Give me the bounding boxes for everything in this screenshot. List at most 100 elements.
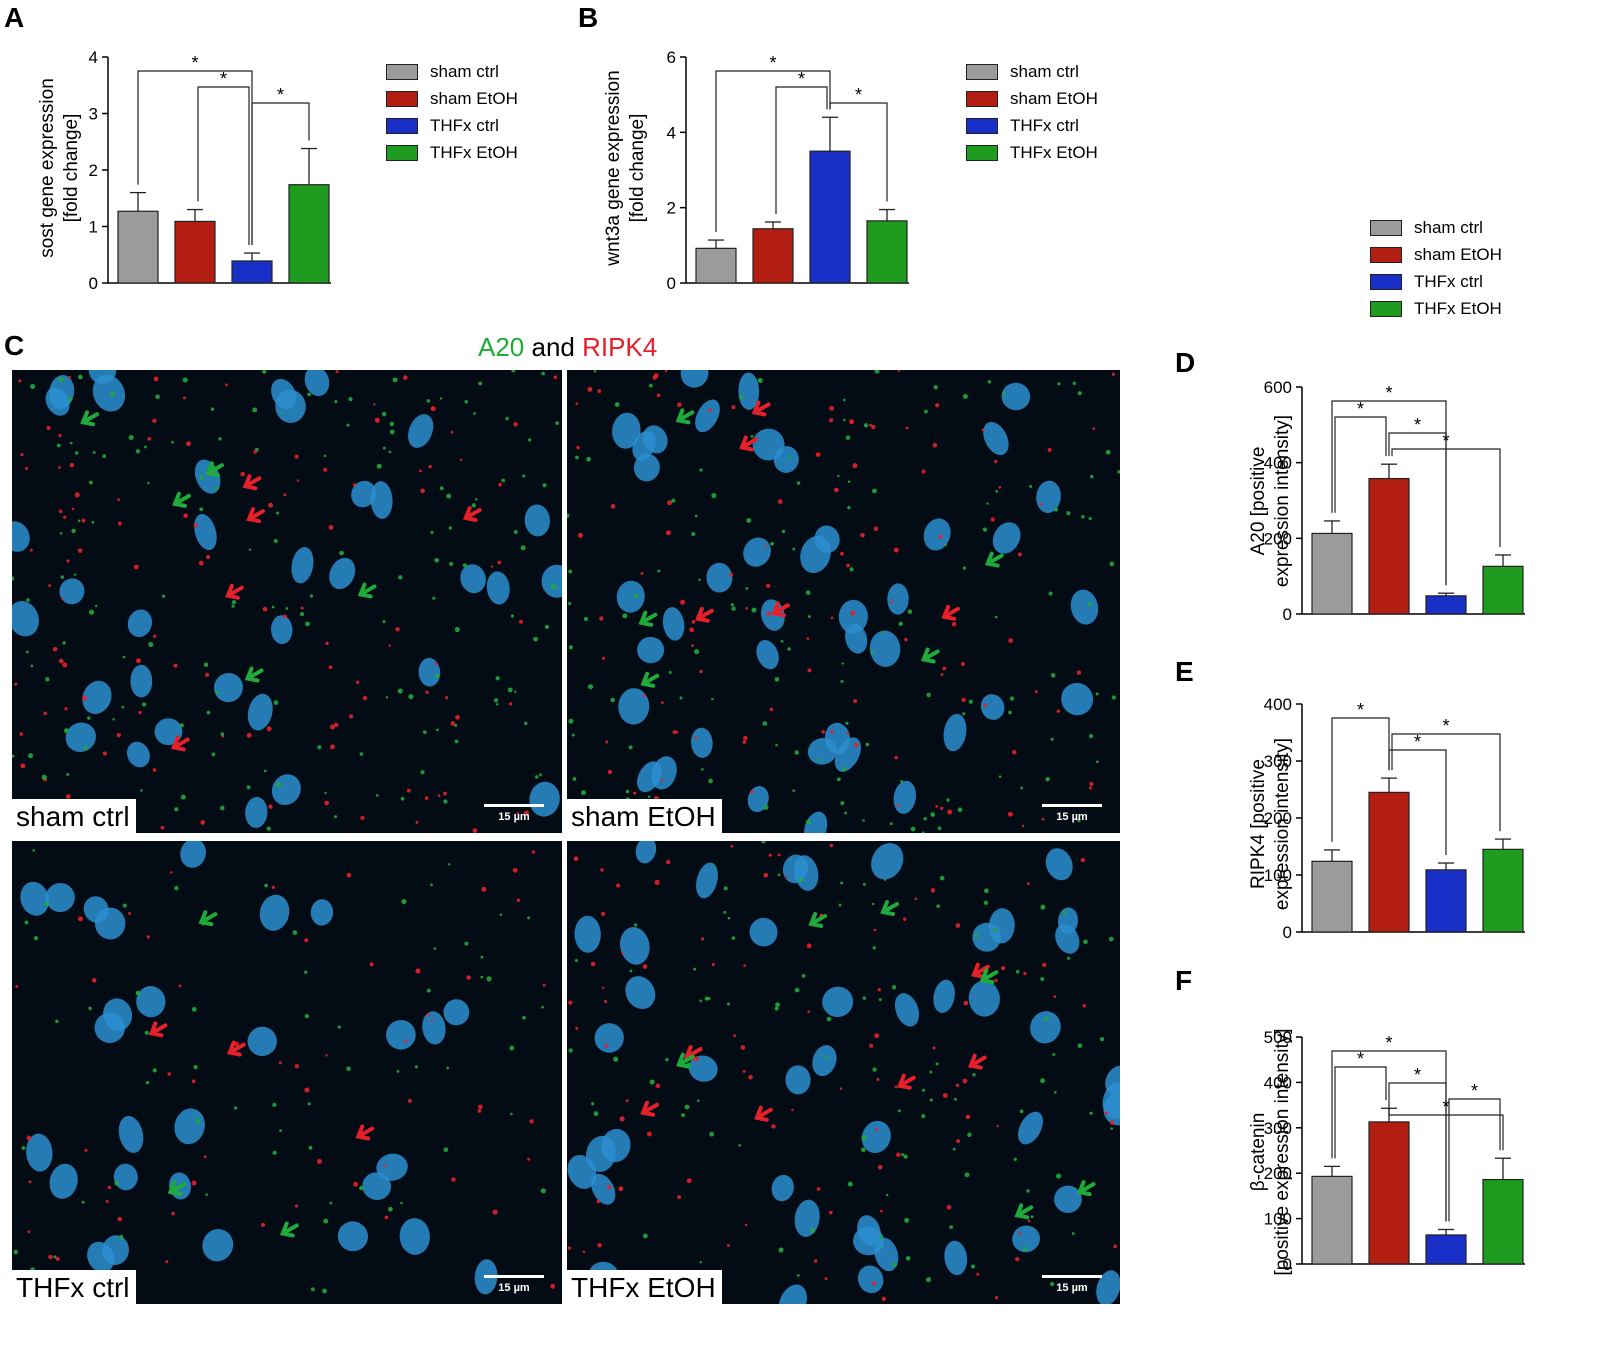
signal-dot (262, 370, 267, 374)
signal-dot (796, 1274, 800, 1277)
signal-dot (870, 650, 875, 655)
y-tick-label: 400 (1264, 1073, 1292, 1092)
signal-dot (571, 733, 575, 737)
signal-dot (775, 1002, 780, 1008)
panel-label-b: B (578, 2, 599, 33)
signal-dot (709, 1131, 715, 1137)
pointer-arrow (279, 1221, 299, 1238)
signal-dot (29, 548, 33, 552)
signal-dot (58, 509, 63, 514)
signal-dot (837, 474, 840, 478)
signal-dot (542, 483, 547, 488)
signal-dot (294, 1204, 299, 1208)
signal-dot (496, 702, 499, 706)
signal-dot (666, 859, 671, 865)
signal-dot (775, 743, 778, 747)
micrograph-sham-ctrl: sham ctrl 15 µm (12, 370, 562, 833)
signal-dot (307, 1102, 311, 1106)
signal-dot (1077, 818, 1081, 823)
legend-label: THFx ctrl (430, 115, 499, 135)
signal-dot (1088, 786, 1093, 790)
legend-item: sham EtOH (386, 85, 518, 112)
signal-dot (764, 544, 768, 548)
signal-dot (939, 875, 945, 881)
signal-dot (1080, 857, 1085, 863)
signal-dot (102, 454, 107, 459)
significance-star: * (1442, 431, 1449, 451)
signal-dot (128, 912, 131, 915)
signal-dot (348, 397, 353, 402)
signal-dot (492, 1209, 498, 1215)
signal-dot (1018, 1231, 1022, 1235)
title-and: and (524, 332, 583, 362)
signal-dot (146, 935, 150, 939)
signal-dot (174, 807, 179, 812)
signal-dot (477, 1108, 482, 1113)
signal-dot (778, 1247, 784, 1253)
signal-dot (862, 882, 866, 886)
signal-dot (942, 1093, 948, 1098)
nucleus (771, 1174, 794, 1202)
signal-dot (655, 1083, 661, 1089)
nucleus (118, 1115, 144, 1153)
signal-dot (698, 578, 701, 582)
signal-dot (205, 1193, 208, 1196)
signal-dot (52, 646, 58, 652)
signal-dot (276, 511, 280, 515)
legend-item: THFx EtOH (966, 139, 1098, 166)
signal-dot (806, 943, 812, 949)
nucleus (695, 399, 720, 433)
signal-dot (147, 437, 152, 441)
signal-dot (68, 375, 71, 379)
micrograph-label: THFx EtOH (567, 1270, 722, 1304)
signal-dot (972, 1073, 976, 1077)
signal-dot (686, 1178, 692, 1184)
signal-dot (385, 696, 389, 699)
y-tick-label: 600 (1264, 378, 1292, 397)
nucleus (45, 387, 70, 416)
y-axis-label-d: A20 [positive expression intensity] (1247, 371, 1295, 631)
signal-dot (691, 644, 694, 648)
signal-dot (513, 530, 518, 534)
nucleus (95, 907, 126, 940)
bar (1482, 848, 1524, 933)
signal-dot (322, 1288, 327, 1294)
signal-dot (122, 903, 127, 908)
signal-dot (679, 696, 683, 700)
signal-dot (694, 649, 700, 655)
y-axis-label-b: wnt3a gene expression [fold change] (602, 38, 650, 298)
signal-dot (654, 879, 660, 885)
signal-dot (294, 454, 299, 459)
signal-dot (583, 616, 588, 622)
signal-dot (121, 705, 125, 709)
signal-dot (117, 521, 122, 526)
signal-dot (1002, 391, 1006, 395)
bar (1311, 532, 1353, 615)
chart-b: 0 2 4 6 * * * (667, 48, 909, 293)
legend-swatch (966, 90, 998, 107)
signal-dot (271, 885, 275, 889)
nucleus (620, 927, 650, 965)
signal-dot (122, 655, 126, 659)
signal-dot (646, 1131, 652, 1137)
y-tick-label: 1 (89, 218, 98, 237)
signal-dot (1056, 1173, 1062, 1179)
nucleus (706, 562, 733, 593)
signal-dot (694, 514, 698, 518)
signal-dot (161, 594, 166, 598)
signal-dot (299, 612, 305, 617)
signal-dot (910, 826, 916, 832)
signal-dot (271, 605, 275, 609)
signal-dot (967, 1132, 972, 1137)
signal-dot (998, 775, 1002, 778)
signal-dot (30, 664, 34, 668)
signal-dot (337, 1025, 341, 1029)
signal-dot (45, 677, 50, 682)
signal-dot (450, 721, 456, 726)
signal-dot (498, 482, 502, 487)
signal-dot (817, 758, 821, 762)
signal-dot (203, 662, 209, 668)
legend-item: THFx ctrl (1370, 268, 1502, 295)
signal-dot (464, 941, 469, 946)
signal-dot (763, 872, 769, 878)
